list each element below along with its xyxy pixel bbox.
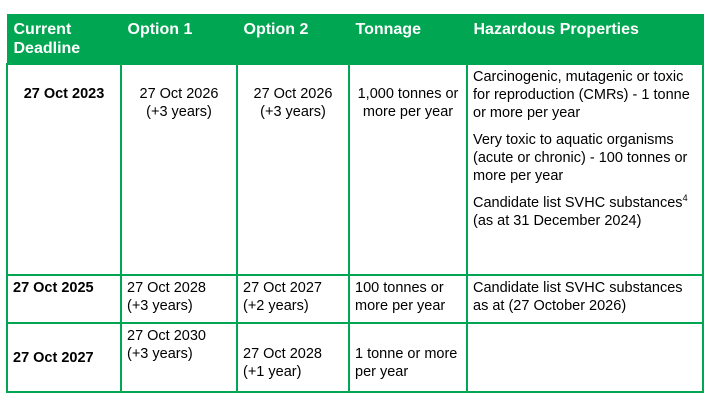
table-row: 27 Oct 2025 27 Oct 2028 (+3 years) 27 Oc…	[6, 274, 704, 324]
hazard-item: Very toxic to aquatic organisms (acute o…	[473, 132, 688, 184]
option-2-text: 27 Oct 2028 (+1 year)	[243, 346, 322, 380]
cell-current-deadline: 27 Oct 2027	[6, 322, 122, 393]
cell-hazardous-properties-empty	[466, 322, 704, 393]
header-option-2: Option 2	[236, 14, 350, 64]
cell-hazardous-properties: Carcinogenic, mutagenic or toxic for rep…	[466, 63, 704, 276]
hazard-svhc-date: (as at 31 December 2024)	[473, 213, 642, 229]
table-header-row: Current Deadline Option 1 Option 2 Tonna…	[6, 14, 704, 64]
cell-option-2: 27 Oct 2027 (+2 years)	[236, 274, 350, 324]
header-current-deadline: Current Deadline	[6, 14, 122, 64]
table-row: 27 Oct 2023 27 Oct 2026 (+3 years) 27 Oc…	[6, 63, 704, 276]
cell-option-2: 27 Oct 2028 (+1 year)	[236, 322, 350, 393]
tonnage-text: 1 tonne or more per year	[355, 346, 458, 380]
header-tonnage: Tonnage	[348, 14, 468, 64]
header-hazardous-properties: Hazardous Properties	[466, 14, 704, 64]
cell-current-deadline: 27 Oct 2025	[6, 274, 122, 324]
hazard-item: Carcinogenic, mutagenic or toxic for rep…	[473, 69, 690, 121]
cell-tonnage: 1 tonne or more per year	[348, 322, 468, 393]
footnote-marker: 4	[682, 193, 688, 204]
cell-option-2: 27 Oct 2026 (+3 years)	[236, 63, 350, 276]
table-row: 27 Oct 2027 27 Oct 2030 (+3 years) 27 Oc…	[6, 322, 704, 393]
cell-current-deadline: 27 Oct 2023	[6, 63, 122, 276]
hazard-item-svhc: Candidate list SVHC substances4 (as at 3…	[473, 194, 697, 230]
header-option-1: Option 1	[120, 14, 238, 64]
cell-hazardous-properties: Candidate list SVHC substances as at (27…	[466, 274, 704, 324]
cropped-caption	[0, 0, 708, 14]
cell-option-1: 27 Oct 2030 (+3 years)	[120, 322, 238, 393]
hazard-svhc-text: Candidate list SVHC substances	[473, 195, 683, 211]
cell-tonnage: 1,000 tonnes or more per year	[348, 63, 468, 276]
deadline-options-table: Current Deadline Option 1 Option 2 Tonna…	[6, 14, 704, 393]
cell-tonnage: 100 tonnes or more per year	[348, 274, 468, 324]
cell-option-1: 27 Oct 2026 (+3 years)	[120, 63, 238, 276]
cell-option-1: 27 Oct 2028 (+3 years)	[120, 274, 238, 324]
